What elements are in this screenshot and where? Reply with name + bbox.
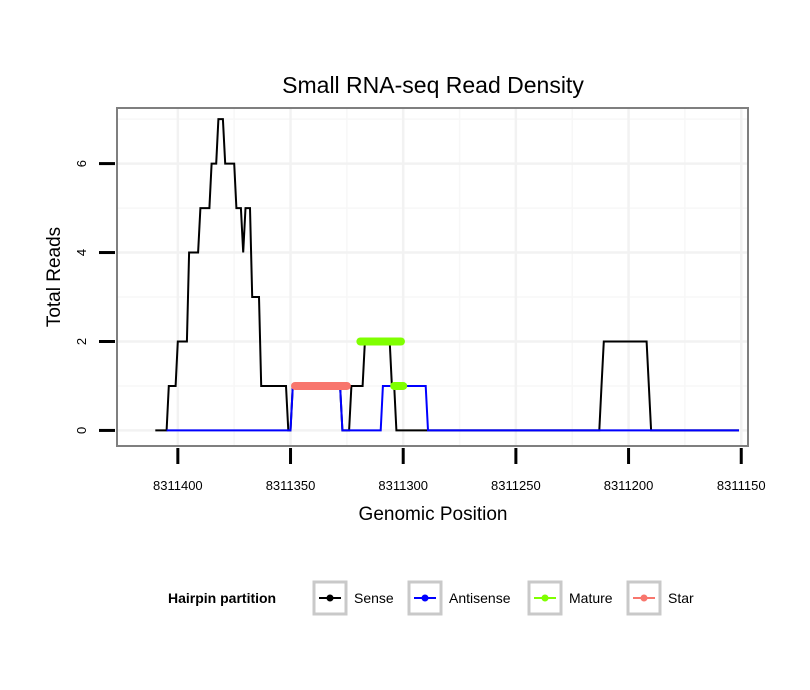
y-tick-label: 4 bbox=[74, 249, 89, 256]
y-tick-label: 2 bbox=[74, 338, 89, 345]
legend-label: Star bbox=[668, 590, 694, 606]
x-tick-label: 8311250 bbox=[491, 478, 541, 493]
legend-title: Hairpin partition bbox=[168, 590, 276, 606]
x-axis: 8311400 8311350 8311300 8311250 8311200 83111… bbox=[153, 448, 766, 493]
legend-key-point bbox=[326, 594, 334, 602]
x-axis-title: Genomic Position bbox=[359, 504, 508, 525]
y-axis-title: Total Reads bbox=[44, 227, 65, 327]
x-tick-label: 8311150 bbox=[717, 478, 766, 493]
y-tick-label: 6 bbox=[74, 160, 89, 167]
legend-key-point bbox=[541, 594, 549, 602]
x-tick-label: 8311200 bbox=[604, 478, 654, 493]
legend-item-mature: Mature bbox=[527, 580, 613, 616]
chart-title: Small RNA-seq Read Density bbox=[282, 72, 584, 98]
legend-label: Sense bbox=[354, 590, 394, 606]
legend-key-point bbox=[640, 594, 648, 602]
x-tick-label: 8311400 bbox=[153, 478, 203, 493]
x-tick-label: 8311350 bbox=[266, 478, 316, 493]
x-tick-label: 8311300 bbox=[378, 478, 428, 493]
legend-key-point bbox=[421, 594, 429, 602]
panel-background bbox=[117, 108, 748, 446]
legend-label: Antisense bbox=[449, 590, 511, 606]
legend-item-antisense: Antisense bbox=[407, 580, 511, 616]
y-axis: 0 2 4 6 bbox=[74, 160, 115, 434]
legend-label: Mature bbox=[569, 590, 613, 606]
series-line-antisense bbox=[166, 385, 739, 432]
y-tick-label: 0 bbox=[74, 427, 89, 434]
plot-panel bbox=[116, 107, 749, 447]
legend: Hairpin partition Sense Antisense Mature St… bbox=[168, 580, 694, 616]
legend-item-star: Star bbox=[626, 580, 694, 616]
series-layer bbox=[155, 118, 739, 432]
legend-item-sense: Sense bbox=[312, 580, 394, 616]
panel-border bbox=[116, 107, 749, 447]
